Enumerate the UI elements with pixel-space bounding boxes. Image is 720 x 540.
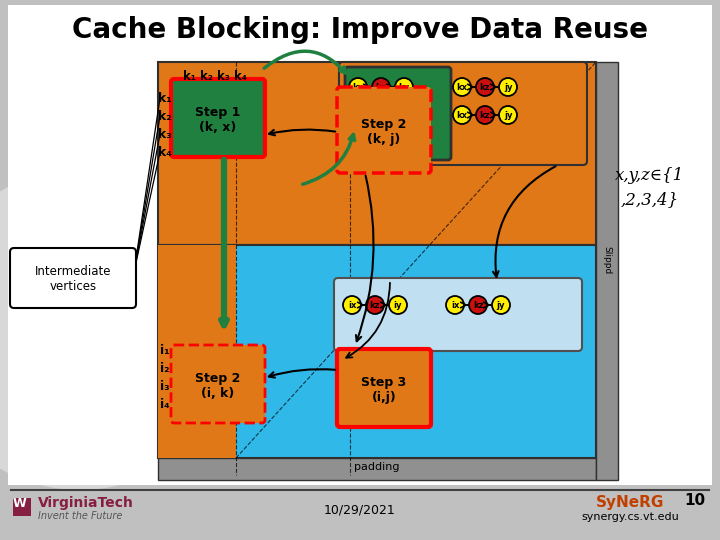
Text: Step 3
(i,j): Step 3 (i,j) — [361, 376, 407, 404]
Circle shape — [453, 78, 471, 96]
Circle shape — [446, 296, 464, 314]
FancyBboxPatch shape — [171, 79, 265, 157]
Text: kx: kx — [353, 83, 364, 91]
Text: Cache Blocking: Improve Data Reuse: Cache Blocking: Improve Data Reuse — [72, 16, 648, 44]
Text: kx: kx — [353, 111, 364, 119]
Circle shape — [349, 78, 367, 96]
Text: Slippd: Slippd — [603, 246, 611, 274]
Circle shape — [372, 78, 390, 96]
Circle shape — [389, 296, 407, 314]
Text: Step 2
(i, k): Step 2 (i, k) — [195, 372, 240, 400]
Circle shape — [476, 106, 494, 124]
FancyBboxPatch shape — [337, 349, 431, 427]
Circle shape — [476, 78, 494, 96]
Bar — [13, 498, 31, 516]
FancyBboxPatch shape — [337, 87, 431, 173]
FancyBboxPatch shape — [345, 67, 451, 160]
Text: i₁: i₁ — [160, 343, 170, 356]
Circle shape — [499, 78, 517, 96]
Text: 10/29/2021: 10/29/2021 — [324, 503, 396, 516]
Circle shape — [499, 106, 517, 124]
Bar — [158, 245, 596, 458]
Circle shape — [0, 170, 240, 490]
Bar — [158, 62, 596, 245]
Text: jy: jy — [497, 300, 505, 309]
Text: 10: 10 — [684, 493, 705, 508]
Bar — [158, 245, 236, 458]
Text: ky: ky — [398, 111, 410, 119]
Text: kx: kx — [456, 111, 467, 119]
Circle shape — [343, 296, 361, 314]
Text: kz: kz — [480, 83, 490, 91]
FancyBboxPatch shape — [171, 345, 265, 423]
Bar — [596, 62, 618, 480]
Circle shape — [469, 296, 487, 314]
Text: ky: ky — [398, 83, 410, 91]
Text: Invent the Future: Invent the Future — [38, 511, 122, 521]
Text: ix: ix — [451, 300, 459, 309]
Text: kx: kx — [456, 83, 467, 91]
Text: i₂: i₂ — [161, 361, 170, 375]
Text: jy: jy — [504, 83, 512, 91]
Circle shape — [372, 106, 390, 124]
Text: SyNeRG: SyNeRG — [596, 495, 664, 510]
Text: k₁ k₂ k₃ k₄: k₁ k₂ k₃ k₄ — [183, 70, 247, 83]
FancyBboxPatch shape — [339, 62, 587, 165]
Text: W: W — [13, 497, 27, 510]
Text: i₃: i₃ — [160, 380, 170, 393]
Text: k₂: k₂ — [158, 110, 172, 123]
Text: ,2,3,4}: ,2,3,4} — [621, 192, 679, 208]
FancyBboxPatch shape — [334, 278, 582, 351]
Text: jy: jy — [504, 111, 512, 119]
Text: Step 2
(k, j): Step 2 (k, j) — [361, 118, 407, 146]
Text: Step 1
(k, x): Step 1 (k, x) — [195, 106, 240, 134]
Text: k₁: k₁ — [158, 91, 172, 105]
Text: ix: ix — [348, 300, 356, 309]
Bar — [8, 5, 712, 485]
Circle shape — [395, 78, 413, 96]
Circle shape — [366, 296, 384, 314]
Text: k₃: k₃ — [158, 127, 172, 140]
Text: i₄: i₄ — [160, 397, 170, 410]
Text: Intermediate
vertices: Intermediate vertices — [35, 265, 112, 293]
Bar — [158, 458, 596, 480]
Text: x,y,z∈{1: x,y,z∈{1 — [616, 166, 685, 184]
Text: VirginiaTech: VirginiaTech — [38, 496, 134, 510]
Text: synergy.cs.vt.edu: synergy.cs.vt.edu — [581, 512, 679, 522]
Text: kz: kz — [480, 111, 490, 119]
Text: kz: kz — [376, 83, 386, 91]
Text: padding: padding — [354, 462, 400, 472]
Text: kz: kz — [376, 111, 386, 119]
Text: kz: kz — [473, 300, 483, 309]
Text: iy: iy — [394, 300, 402, 309]
Circle shape — [492, 296, 510, 314]
Circle shape — [395, 106, 413, 124]
FancyBboxPatch shape — [10, 248, 136, 308]
Text: kz: kz — [370, 300, 380, 309]
Circle shape — [349, 106, 367, 124]
Text: k₄: k₄ — [158, 145, 172, 159]
Circle shape — [453, 106, 471, 124]
